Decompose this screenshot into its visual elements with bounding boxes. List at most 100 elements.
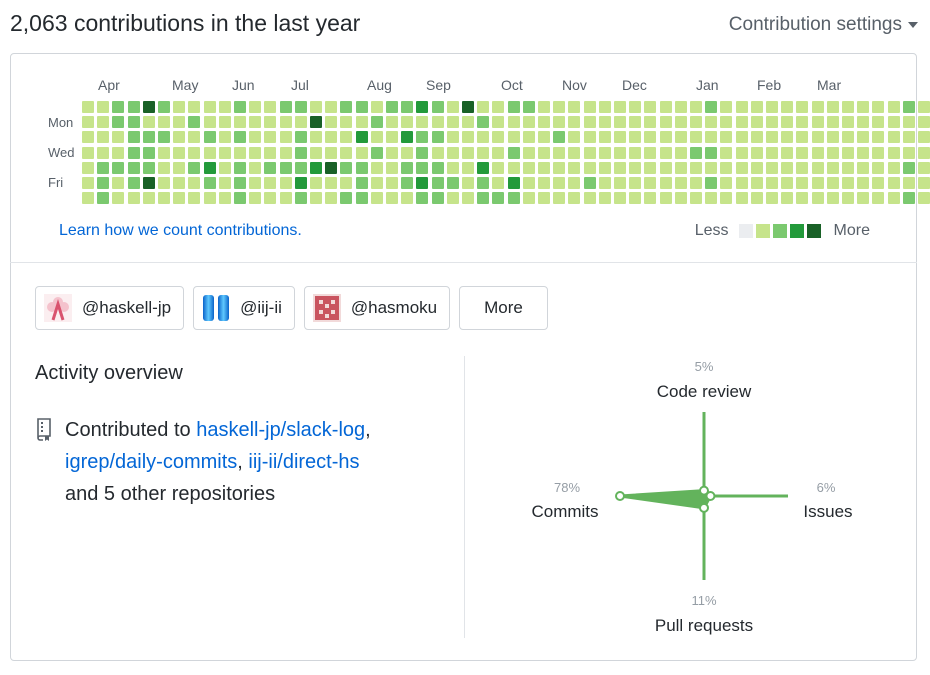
calendar-day-cell[interactable]	[538, 146, 550, 159]
calendar-day-cell[interactable]	[492, 192, 505, 205]
calendar-day-cell[interactable]	[766, 101, 778, 113]
calendar-day-cell[interactable]	[598, 131, 611, 144]
calendar-day-cell[interactable]	[522, 131, 535, 144]
calendar-day-cell[interactable]	[720, 131, 733, 144]
calendar-day-cell[interactable]	[766, 131, 778, 144]
calendar-day-cell[interactable]	[492, 131, 505, 144]
calendar-day-cell[interactable]	[750, 161, 763, 174]
calendar-day-cell[interactable]	[720, 161, 733, 174]
calendar-day-cell[interactable]	[826, 101, 839, 113]
calendar-day-cell[interactable]	[218, 177, 231, 189]
calendar-day-cell[interactable]	[492, 101, 505, 113]
calendar-day-cell[interactable]	[766, 192, 778, 205]
calendar-day-cell[interactable]	[462, 161, 474, 174]
calendar-day-cell[interactable]	[705, 131, 718, 144]
calendar-day-cell[interactable]	[842, 146, 854, 159]
calendar-day-cell[interactable]	[279, 101, 292, 113]
calendar-day-cell[interactable]	[355, 131, 368, 144]
calendar-day-cell[interactable]	[477, 161, 490, 174]
calendar-day-cell[interactable]	[294, 146, 307, 159]
calendar-day-cell[interactable]	[249, 146, 262, 159]
calendar-day-cell[interactable]	[234, 192, 246, 205]
calendar-day-cell[interactable]	[735, 161, 748, 174]
calendar-day-cell[interactable]	[644, 131, 657, 144]
calendar-day-cell[interactable]	[750, 146, 763, 159]
calendar-day-cell[interactable]	[355, 161, 368, 174]
calendar-day-cell[interactable]	[355, 192, 368, 205]
calendar-day-cell[interactable]	[735, 101, 748, 113]
calendar-day-cell[interactable]	[872, 192, 885, 205]
calendar-day-cell[interactable]	[325, 101, 338, 113]
calendar-day-cell[interactable]	[218, 192, 231, 205]
calendar-day-cell[interactable]	[416, 192, 429, 205]
calendar-day-cell[interactable]	[112, 116, 125, 129]
calendar-day-cell[interactable]	[705, 101, 718, 113]
calendar-day-cell[interactable]	[735, 131, 748, 144]
calendar-day-cell[interactable]	[249, 161, 262, 174]
calendar-day-cell[interactable]	[218, 101, 231, 113]
calendar-day-cell[interactable]	[401, 177, 414, 189]
calendar-day-cell[interactable]	[340, 116, 353, 129]
calendar-day-cell[interactable]	[857, 116, 870, 129]
calendar-day-cell[interactable]	[340, 177, 353, 189]
calendar-day-cell[interactable]	[811, 116, 824, 129]
calendar-day-cell[interactable]	[431, 101, 444, 113]
calendar-day-cell[interactable]	[507, 101, 520, 113]
calendar-day-cell[interactable]	[887, 146, 900, 159]
calendar-day-cell[interactable]	[522, 177, 535, 189]
calendar-day-cell[interactable]	[568, 101, 581, 113]
calendar-day-cell[interactable]	[918, 116, 930, 129]
calendar-day-cell[interactable]	[264, 116, 277, 129]
calendar-day-cell[interactable]	[659, 146, 672, 159]
calendar-day-cell[interactable]	[264, 131, 277, 144]
calendar-day-cell[interactable]	[340, 146, 353, 159]
calendar-day-cell[interactable]	[659, 177, 672, 189]
calendar-day-cell[interactable]	[127, 101, 140, 113]
calendar-day-cell[interactable]	[127, 192, 140, 205]
calendar-day-cell[interactable]	[507, 177, 520, 189]
calendar-day-cell[interactable]	[674, 177, 687, 189]
calendar-day-cell[interactable]	[446, 161, 459, 174]
calendar-day-cell[interactable]	[492, 177, 505, 189]
calendar-day-cell[interactable]	[97, 161, 110, 174]
calendar-day-cell[interactable]	[218, 131, 231, 144]
calendar-day-cell[interactable]	[325, 161, 338, 174]
calendar-day-cell[interactable]	[887, 116, 900, 129]
calendar-day-cell[interactable]	[431, 177, 444, 189]
calendar-day-cell[interactable]	[294, 131, 307, 144]
calendar-day-cell[interactable]	[142, 161, 155, 174]
calendar-day-cell[interactable]	[158, 116, 170, 129]
calendar-day-cell[interactable]	[583, 177, 596, 189]
calendar-day-cell[interactable]	[142, 101, 155, 113]
calendar-day-cell[interactable]	[568, 146, 581, 159]
calendar-day-cell[interactable]	[659, 192, 672, 205]
calendar-day-cell[interactable]	[310, 161, 322, 174]
calendar-day-cell[interactable]	[249, 192, 262, 205]
calendar-day-cell[interactable]	[902, 116, 915, 129]
calendar-day-cell[interactable]	[386, 192, 398, 205]
calendar-day-cell[interactable]	[203, 101, 216, 113]
calendar-day-cell[interactable]	[690, 177, 702, 189]
calendar-day-cell[interactable]	[826, 146, 839, 159]
calendar-day-cell[interactable]	[507, 116, 520, 129]
calendar-day-cell[interactable]	[507, 161, 520, 174]
calendar-day-cell[interactable]	[918, 177, 930, 189]
calendar-day-cell[interactable]	[127, 177, 140, 189]
calendar-day-cell[interactable]	[857, 177, 870, 189]
calendar-day-cell[interactable]	[462, 101, 474, 113]
calendar-day-cell[interactable]	[811, 131, 824, 144]
calendar-day-cell[interactable]	[538, 101, 550, 113]
calendar-day-cell[interactable]	[842, 101, 854, 113]
calendar-day-cell[interactable]	[431, 131, 444, 144]
calendar-day-cell[interactable]	[720, 116, 733, 129]
calendar-day-cell[interactable]	[173, 161, 186, 174]
calendar-day-cell[interactable]	[158, 101, 170, 113]
calendar-day-cell[interactable]	[188, 131, 201, 144]
calendar-day-cell[interactable]	[553, 161, 566, 174]
calendar-day-cell[interactable]	[614, 192, 626, 205]
calendar-day-cell[interactable]	[781, 131, 794, 144]
calendar-day-cell[interactable]	[97, 177, 110, 189]
calendar-day-cell[interactable]	[811, 146, 824, 159]
calendar-day-cell[interactable]	[97, 131, 110, 144]
calendar-day-cell[interactable]	[294, 116, 307, 129]
